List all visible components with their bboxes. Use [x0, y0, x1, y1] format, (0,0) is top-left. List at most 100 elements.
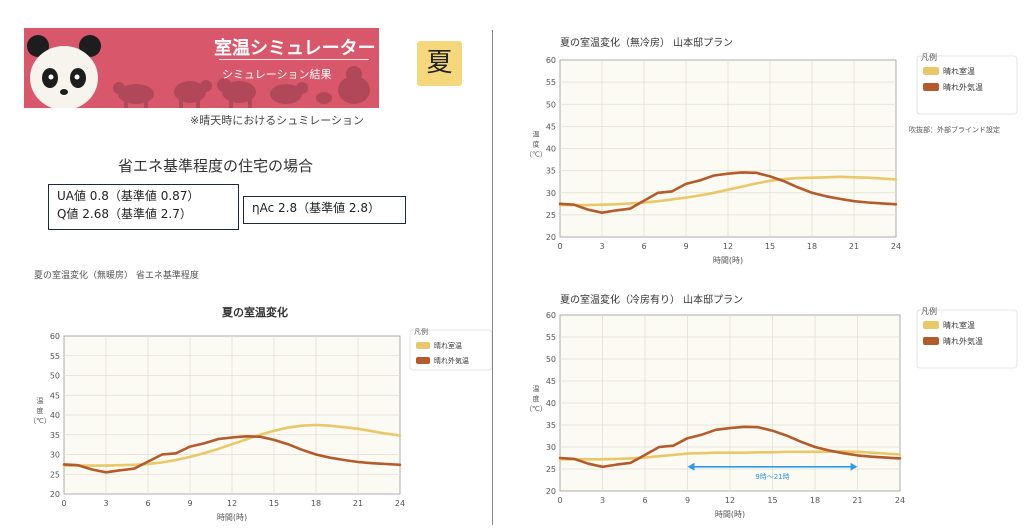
legend-entry: 晴れ室温 [943, 320, 975, 330]
legend-entry: 晴れ室温 [943, 66, 975, 76]
y-tick-label: 55 [546, 333, 556, 342]
x-tick-label: 3 [599, 242, 604, 251]
y-axis-label: 度 [37, 406, 44, 415]
banner-rule [219, 59, 369, 60]
y-tick-label: 50 [546, 355, 556, 364]
legend-swatch [923, 337, 939, 345]
panda-icon [27, 35, 101, 108]
legend-box [409, 329, 492, 371]
eta-value-box: ηAc 2.8（基準値 2.8） [243, 196, 406, 224]
x-tick-label: 12 [723, 242, 733, 251]
y-tick-label: 35 [546, 167, 556, 176]
x-axis-label: 時間(時) [713, 256, 743, 265]
legend-entry: 晴れ外気温 [943, 82, 983, 92]
x-tick-label: 9 [685, 496, 690, 505]
x-tick-label: 6 [642, 496, 647, 505]
x-tick-label: 9 [187, 499, 192, 508]
y-tick-label: 45 [50, 391, 60, 400]
simulation-note: ※晴天時におけるシュミレーション [190, 114, 364, 127]
x-tick-label: 0 [61, 499, 66, 508]
y-tick-label: 40 [546, 399, 556, 408]
arrow-head-left [687, 462, 695, 471]
series-line-outside-temp [62, 435, 402, 474]
chart-top-right: 夏の室温変化（無冷房） 山本邸プラン 20 25 30 35 40 45 50 55 60 0 3 6 9… [525, 36, 1018, 265]
chart-title: 夏の室温変化（冷房有り） 山本邸プラン [560, 293, 743, 306]
x-tick-label: 15 [765, 242, 775, 251]
y-tick-label: 20 [546, 487, 556, 496]
y-tick-label: 20 [50, 490, 60, 499]
series-line-room-temp [558, 450, 902, 461]
x-tick-label: 18 [311, 499, 321, 508]
series-line-room-temp [558, 175, 898, 207]
app-banner: 室温シミュレーター シミュレーション結果 [24, 28, 379, 108]
legend-entry: 晴れ外気温 [434, 356, 469, 365]
x-tick-label: 15 [767, 496, 777, 505]
animal-silhouettes-icon [113, 66, 370, 108]
x-tick-label: 24 [891, 242, 901, 251]
x-tick-label: 0 [557, 242, 562, 251]
y-tick-label: 60 [50, 332, 60, 341]
series-line-outside-temp [558, 425, 902, 469]
x-tick-label: 21 [849, 242, 859, 251]
app-title: 室温シミュレーター [214, 38, 376, 59]
y-tick-label: 25 [546, 465, 556, 474]
chart-bottom-right: 夏の室温変化（冷房有り） 山本邸プラン 20 25 30 35 40 45 50 55 60 0 3 6… [525, 293, 1018, 519]
y-axis-label: （℃） [29, 417, 51, 425]
x-tick-label: 6 [641, 242, 646, 251]
x-tick-label: 0 [557, 496, 562, 505]
chart-title: 夏の室温変化（無冷房） 山本邸プラン [560, 36, 733, 49]
series-line-outside-temp [558, 171, 898, 214]
eta-value: ηAc 2.8（基準値 2.8） [252, 201, 380, 215]
legend-swatch [923, 83, 939, 91]
y-axis-label: 度 [533, 140, 540, 149]
ua-value: UA値 0.8（基準値 0.87） [57, 189, 200, 203]
legend-entry: 晴れ外気温 [943, 336, 983, 346]
y-tick-label: 40 [50, 411, 60, 420]
y-axis-label: 温 [533, 130, 540, 139]
y-tick-label: 55 [546, 78, 556, 87]
legend-swatch [416, 342, 430, 349]
y-tick-label: 55 [50, 352, 60, 361]
y-tick-label: 50 [546, 100, 556, 109]
y-tick-label: 60 [546, 311, 556, 320]
legend-box [916, 309, 1018, 369]
y-tick-label: 25 [50, 470, 60, 479]
legend-box [916, 55, 1018, 115]
y-tick-label: 50 [50, 372, 60, 381]
x-tick-label: 21 [353, 499, 363, 508]
cooling-period-label: 9時～21時 [755, 473, 789, 481]
chart-left: 夏の室温変化 20 25 30 35 40 45 50 55 60 0 3 6 9 12 15 18 21 24 時間… [29, 305, 492, 522]
x-tick-label: 21 [852, 496, 862, 505]
y-axis-label: 度 [533, 394, 540, 403]
x-tick-label: 3 [600, 496, 605, 505]
y-tick-label: 30 [546, 443, 556, 452]
y-axis-label: （℃） [525, 405, 547, 413]
y-tick-label: 30 [50, 451, 60, 460]
x-tick-label: 15 [269, 499, 279, 508]
arrow-head-right [850, 462, 858, 471]
series-line-room-temp [62, 423, 402, 467]
legend-note: 吹抜部：外部ブラインド設定 [909, 125, 1000, 134]
q-value: Q値 2.68（基準値 2.7） [57, 207, 192, 221]
y-tick-label: 35 [50, 431, 60, 440]
legend-title: 凡例 [921, 52, 937, 62]
chart-title: 夏の室温変化 [222, 305, 288, 319]
section-heading: 省エネ基準程度の住宅の場合 [118, 157, 314, 175]
x-tick-label: 12 [725, 496, 735, 505]
ua-q-values-box: UA値 0.8（基準値 0.87） Q値 2.68（基準値 2.7） [48, 184, 239, 230]
banner-art [27, 35, 370, 108]
app-subtitle: シミュレーション結果 [222, 68, 332, 81]
legend-swatch [416, 357, 430, 364]
y-tick-label: 45 [546, 122, 556, 131]
y-tick-label: 40 [546, 145, 556, 154]
legend-swatch [923, 321, 939, 329]
y-axis-label: （℃） [525, 151, 547, 159]
y-axis-label: 温 [533, 384, 540, 393]
y-axis-label: 温 [37, 396, 44, 405]
x-tick-label: 18 [807, 242, 817, 251]
legend-title: 凡例 [414, 327, 428, 336]
left-chart-caption: 夏の室温変化（無暖房） 省エネ基準程度 [34, 271, 199, 281]
season-badge: 夏 [417, 41, 462, 86]
legend-swatch [923, 67, 939, 75]
y-tick-label: 45 [546, 377, 556, 386]
